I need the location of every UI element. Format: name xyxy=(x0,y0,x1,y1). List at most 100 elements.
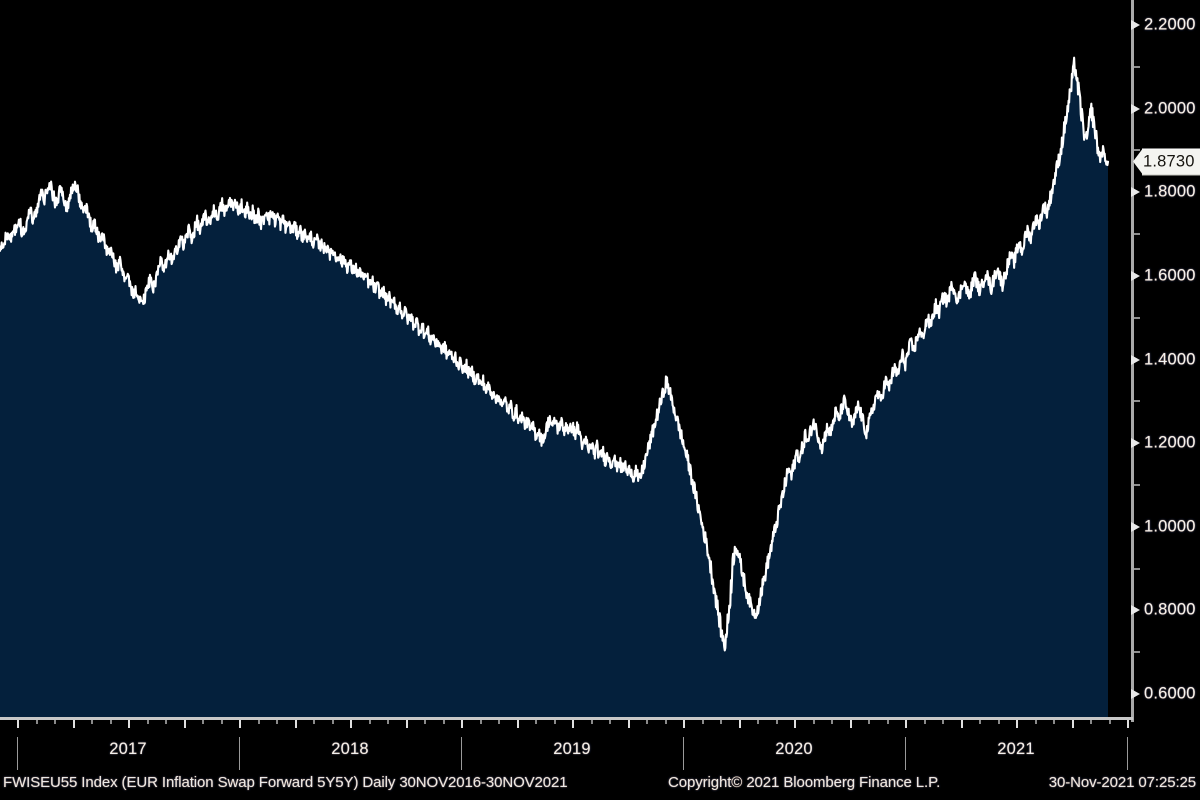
x-tick-minor xyxy=(1108,720,1111,724)
x-tick-minor xyxy=(775,720,778,724)
x-tick-major xyxy=(1127,720,1129,728)
x-tick-minor xyxy=(202,720,204,724)
x-tick-major xyxy=(905,720,907,728)
x-tick-minor xyxy=(1090,720,1092,724)
x-tick-major xyxy=(239,720,241,728)
x-tick-major xyxy=(17,720,19,728)
x-axis-year-separator xyxy=(1127,737,1128,770)
x-tick-minor xyxy=(923,720,926,724)
x-tick-major xyxy=(516,720,519,728)
y-tick-major xyxy=(1131,103,1140,114)
x-tick-minor xyxy=(868,720,870,724)
current-value-callout[interactable]: 1.8730 xyxy=(1133,148,1200,176)
y-tick-minor xyxy=(1134,233,1140,236)
x-tick-minor xyxy=(276,720,278,724)
x-tick-minor xyxy=(590,720,593,724)
x-tick-major xyxy=(849,720,852,728)
y-axis-tick-label: 2.0000 xyxy=(1144,99,1196,118)
x-tick-major xyxy=(794,720,796,728)
y-tick-minor xyxy=(1134,483,1140,486)
x-tick-major xyxy=(294,720,297,728)
y-tick-minor xyxy=(1134,65,1140,68)
y-tick-minor xyxy=(1134,567,1140,570)
y-tick-minor xyxy=(1134,316,1140,319)
x-tick-minor xyxy=(54,720,56,724)
x-axis-year-separator xyxy=(17,737,18,770)
y-axis-tick-label: 1.8000 xyxy=(1144,182,1196,201)
x-tick-minor xyxy=(812,720,815,724)
x-tick-minor xyxy=(442,720,445,724)
x-tick-minor xyxy=(831,720,833,724)
x-tick-minor xyxy=(313,720,315,724)
y-tick-major xyxy=(1131,438,1140,449)
x-axis-line xyxy=(0,717,1133,720)
y-axis-tick-label: 0.6000 xyxy=(1144,684,1196,703)
x-tick-minor xyxy=(997,720,1000,724)
x-tick-minor xyxy=(942,720,944,724)
x-tick-minor xyxy=(368,720,371,724)
x-axis-year-separator xyxy=(683,737,684,770)
x-axis-year-separator xyxy=(239,737,240,770)
x-tick-minor xyxy=(646,720,648,724)
x-axis-year-separator xyxy=(461,737,462,770)
x-tick-minor xyxy=(664,720,667,724)
y-axis-tick-label: 1.2000 xyxy=(1144,433,1196,452)
x-tick-minor xyxy=(424,720,426,724)
y-axis-tick-label: 1.6000 xyxy=(1144,266,1196,285)
x-tick-minor xyxy=(498,720,500,724)
x-axis-tick-label: 2017 xyxy=(109,740,147,758)
y-tick-major xyxy=(1131,688,1140,699)
y-axis-tick-label: 2.2000 xyxy=(1144,15,1196,34)
x-tick-minor xyxy=(257,720,260,724)
x-tick-minor xyxy=(35,720,38,724)
x-tick-minor xyxy=(979,720,981,724)
y-tick-major xyxy=(1131,20,1140,31)
security-description: FWISEU55 Index (EUR Inflation Swap Forwa… xyxy=(3,774,568,791)
x-tick-minor xyxy=(387,720,389,724)
x-tick-minor xyxy=(1034,720,1037,724)
callout-arrow-icon xyxy=(1133,149,1142,174)
x-tick-minor xyxy=(146,720,149,724)
price-area-chart xyxy=(0,56,1110,719)
y-axis-tick-label: 1.0000 xyxy=(1144,517,1196,536)
x-tick-major xyxy=(461,720,463,728)
y-tick-major xyxy=(1131,354,1140,365)
y-tick-major xyxy=(1131,187,1140,198)
x-tick-major xyxy=(128,720,130,728)
y-tick-major xyxy=(1131,605,1140,616)
x-tick-major xyxy=(738,720,741,728)
x-axis-year-separator xyxy=(905,737,906,770)
current-value-label: 1.8730 xyxy=(1142,148,1200,176)
x-axis-tick-label: 2020 xyxy=(775,740,813,758)
chart-plot-area[interactable] xyxy=(0,0,1133,719)
y-tick-major xyxy=(1131,270,1140,281)
x-axis-tick-label: 2018 xyxy=(331,740,369,758)
x-tick-minor xyxy=(109,720,112,724)
series-area-fill xyxy=(0,57,1108,719)
x-axis-tick-label: 2019 xyxy=(553,740,591,758)
x-tick-major xyxy=(1016,720,1018,728)
y-tick-minor xyxy=(1134,651,1140,654)
x-tick-minor xyxy=(331,720,334,724)
x-tick-major xyxy=(405,720,408,728)
x-tick-minor xyxy=(535,720,537,724)
y-axis-tick-label: 0.8000 xyxy=(1144,600,1196,619)
x-tick-major xyxy=(183,720,186,728)
x-tick-major xyxy=(627,720,630,728)
x-tick-minor xyxy=(720,720,722,724)
timestamp: 30-Nov-2021 07:25:25 xyxy=(1048,774,1196,791)
x-tick-minor xyxy=(91,720,93,724)
y-axis-tick-label: 1.4000 xyxy=(1144,350,1196,368)
x-tick-minor xyxy=(886,720,889,724)
x-tick-minor xyxy=(757,720,759,724)
status-bar: FWISEU55 Index (EUR Inflation Swap Forwa… xyxy=(0,772,1200,800)
y-tick-minor xyxy=(1134,400,1140,403)
x-tick-major xyxy=(683,720,685,728)
x-tick-minor xyxy=(701,720,704,724)
x-tick-major xyxy=(572,720,574,728)
x-axis-tick-label: 2021 xyxy=(997,740,1035,758)
x-tick-minor xyxy=(609,720,611,724)
copyright-notice: Copyright© 2021 Bloomberg Finance L.P. xyxy=(668,774,941,791)
series-line xyxy=(0,56,1110,652)
